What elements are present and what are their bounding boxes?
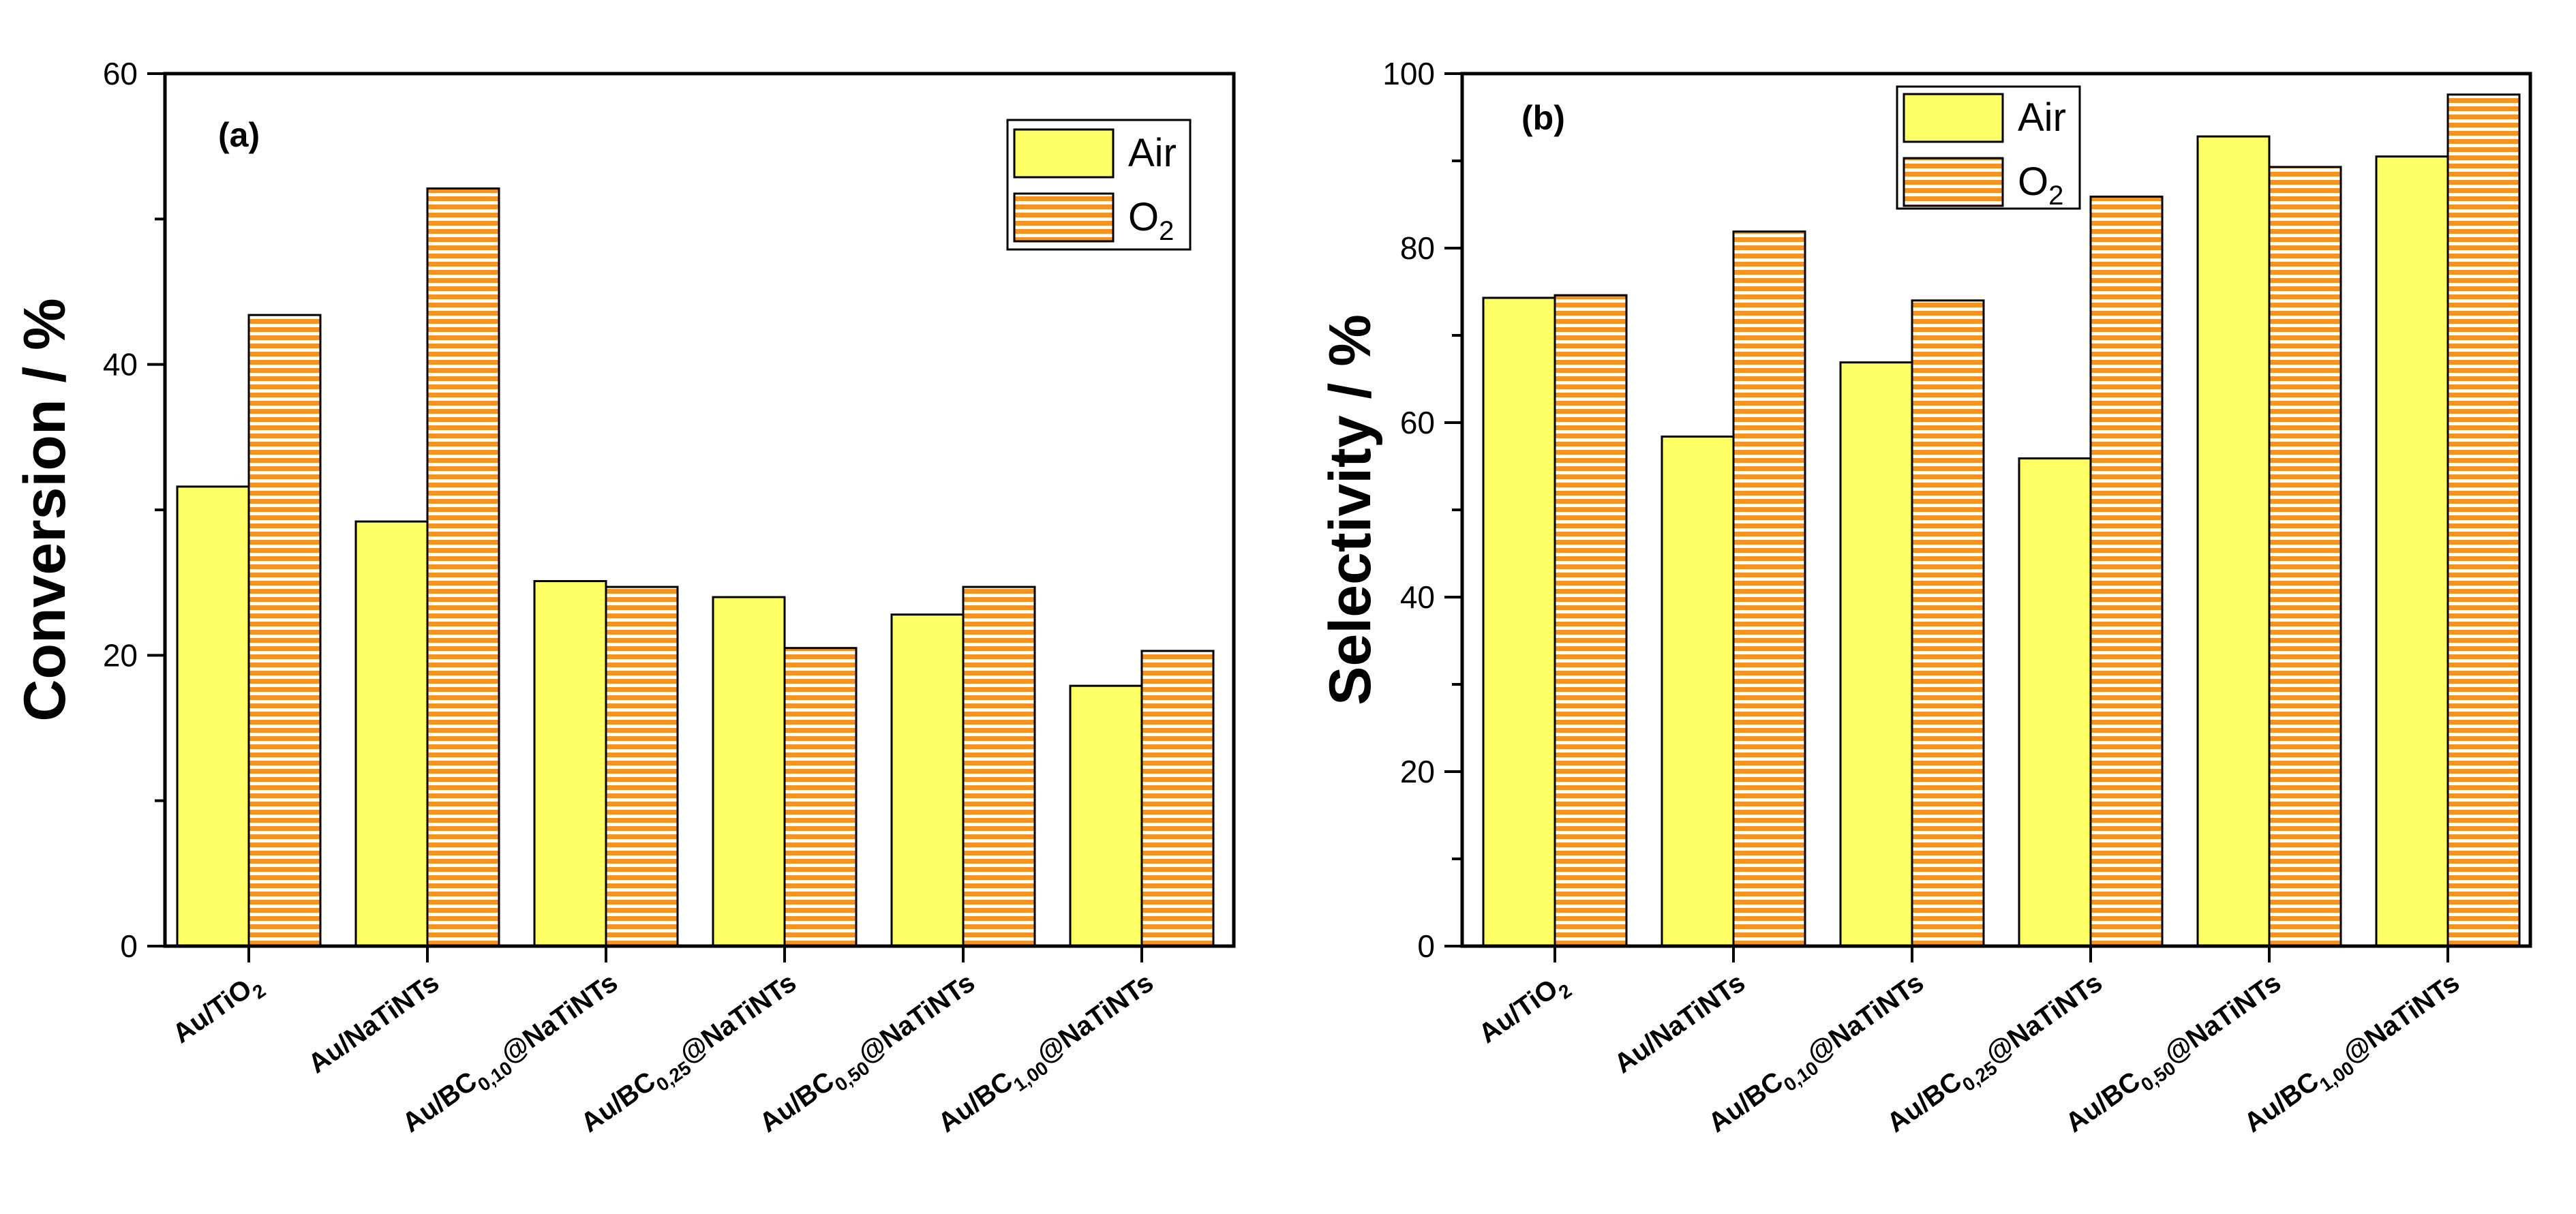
bar-air-2 — [1661, 435, 1735, 947]
legend-label-air: Air — [2018, 95, 2066, 140]
y-tick-label: 80 — [1400, 230, 1435, 266]
panel-tag: (a) — [218, 116, 260, 154]
bar-o2-2 — [426, 187, 500, 947]
bar-air-6 — [2375, 155, 2449, 947]
y-tick-label: 0 — [120, 928, 138, 964]
category-label: Au/TiO2 — [1473, 967, 1575, 1054]
legend-swatch-o2 — [1013, 192, 1115, 243]
y-tick-label: 0 — [1417, 928, 1435, 964]
bar-o2-4 — [2089, 195, 2164, 947]
bar-air-1 — [176, 485, 250, 947]
legend-label-o2: O2 — [2018, 160, 2063, 211]
category-label-tail: @NaTiNTs — [2159, 967, 2286, 1069]
category-label-tail: @NaTiNTs — [2337, 967, 2465, 1069]
y-tick-label: 100 — [1382, 56, 1435, 91]
category-label: Au/NaTiNTs — [303, 967, 444, 1079]
category-label: Au/TiO2 — [167, 967, 269, 1054]
bar-air-2 — [354, 520, 429, 947]
bar-o2-1 — [1554, 294, 1628, 947]
bar-o2-5 — [962, 586, 1036, 947]
legend-label-sub: 2 — [1159, 216, 1174, 246]
bar-air-5 — [890, 613, 965, 947]
y-tick-label: 20 — [1400, 754, 1435, 789]
panel-tag: (b) — [1521, 99, 1565, 137]
category-label-tail: @NaTiNTs — [853, 967, 980, 1069]
bar-air-3 — [533, 580, 607, 947]
y-axis-title: Selectivity / % — [1318, 314, 1383, 705]
bar-air-4 — [712, 596, 786, 947]
bar-air-6 — [1069, 684, 1143, 947]
category-label-main: Au/BC — [575, 1066, 661, 1138]
legend-swatch-o2 — [1903, 157, 2004, 207]
legend-label-main: Air — [2018, 95, 2066, 140]
y-tick-label: 40 — [103, 347, 138, 382]
category-label: Au/NaTiNTs — [1609, 967, 1751, 1079]
legend-label-main: Air — [1128, 131, 1177, 175]
bar-o2-6 — [1140, 650, 1215, 947]
bar-o2-6 — [2446, 93, 2521, 947]
category-label-main: Au/NaTiNTs — [303, 967, 444, 1079]
y-axis-title: Conversion / % — [12, 298, 78, 721]
legend-label-o2: O2 — [1128, 195, 1174, 246]
bar-o2-1 — [247, 314, 322, 947]
category-label-main: Au/BC — [2239, 1066, 2324, 1138]
y-tick-label: 20 — [103, 637, 138, 673]
category-label-main: Au/BC — [754, 1066, 839, 1138]
category-label-main: Au/BC — [1881, 1066, 1967, 1138]
bar-air-4 — [2018, 457, 2092, 947]
category-label-tail: @NaTiNTs — [496, 967, 623, 1069]
bar-o2-4 — [783, 647, 858, 947]
bar-air-5 — [2196, 135, 2271, 947]
legend-label-main: O — [2018, 160, 2048, 204]
y-tick-label: 60 — [1400, 405, 1435, 440]
bar-air-3 — [1839, 361, 1913, 947]
category-label-main: Au/BC — [397, 1066, 482, 1138]
bar-o2-3 — [605, 586, 679, 947]
category-label-tail: @NaTiNTs — [1031, 967, 1159, 1069]
legend-label-main: O — [1128, 195, 1159, 239]
category-label-main: Au/BC — [933, 1066, 1018, 1138]
bar-o2-2 — [1732, 230, 1806, 947]
bar-o2-3 — [1911, 299, 1985, 947]
category-label-main: Au/NaTiNTs — [1609, 967, 1751, 1079]
category-label-main: Au/TiO — [1473, 973, 1563, 1049]
category-label-main: Au/BC — [2060, 1066, 2145, 1138]
legend-label-air: Air — [1128, 131, 1177, 175]
category-label-tail: @NaTiNTs — [1980, 967, 2108, 1069]
legend-label-sub: 2 — [2048, 181, 2063, 211]
legend-swatch-air — [1013, 128, 1115, 179]
category-label-main: Au/TiO — [167, 973, 257, 1049]
category-label-tail: @NaTiNTs — [1802, 967, 1929, 1069]
category-label-main: Au/BC — [1703, 1066, 1788, 1138]
y-tick-label: 60 — [103, 56, 138, 91]
bar-o2-5 — [2268, 166, 2342, 947]
category-label-tail: @NaTiNTs — [674, 967, 802, 1069]
bar-air-1 — [1482, 297, 1556, 947]
legend-swatch-air — [1903, 93, 2004, 143]
y-tick-label: 40 — [1400, 579, 1435, 615]
